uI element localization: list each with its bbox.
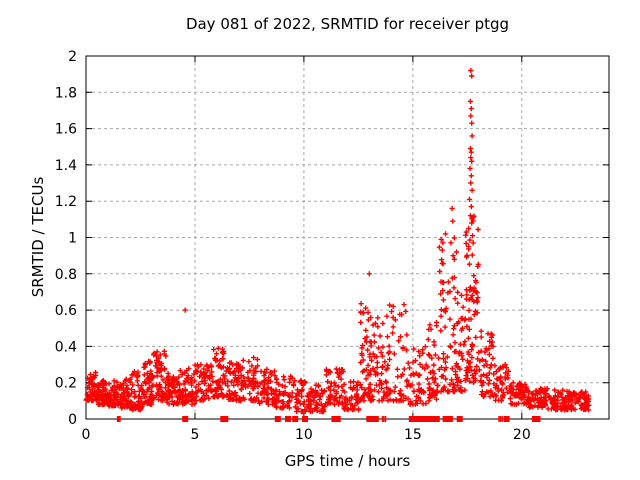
x-tick-label: 10 — [295, 427, 313, 443]
zero-square-markers — [182, 416, 541, 422]
y-tick-label: 1.2 — [55, 194, 77, 210]
y-tick-label: 2 — [68, 49, 77, 65]
x-axis-label: GPS time / hours — [284, 452, 411, 470]
x-tick-label: 20 — [513, 427, 531, 443]
scatter-points — [83, 67, 592, 422]
x-tick-label: 5 — [190, 427, 199, 443]
tick-labels: 00.20.40.60.811.21.41.61.820 5 10 15 20 — [55, 49, 531, 443]
x-tick-label: 0 — [82, 427, 91, 443]
y-tick-label: 1.4 — [55, 158, 77, 174]
y-tick-label: 1 — [68, 231, 77, 247]
y-tick-label: 0 — [68, 412, 77, 428]
y-tick-label: 0.6 — [55, 303, 77, 319]
grid-lines — [86, 56, 609, 419]
chart-title: Day 081 of 2022, SRMTID for receiver ptg… — [185, 15, 510, 33]
x-tick-label: 15 — [404, 427, 422, 443]
y-tick-label: 0.2 — [55, 376, 77, 392]
y-tick-label: 1.6 — [55, 122, 77, 138]
y-axis-label: SRMTID / TECUs — [29, 176, 47, 298]
y-tick-label: 0.4 — [55, 339, 77, 355]
y-tick-label: 0.8 — [55, 267, 77, 283]
y-tick-label: 1.8 — [55, 85, 77, 101]
